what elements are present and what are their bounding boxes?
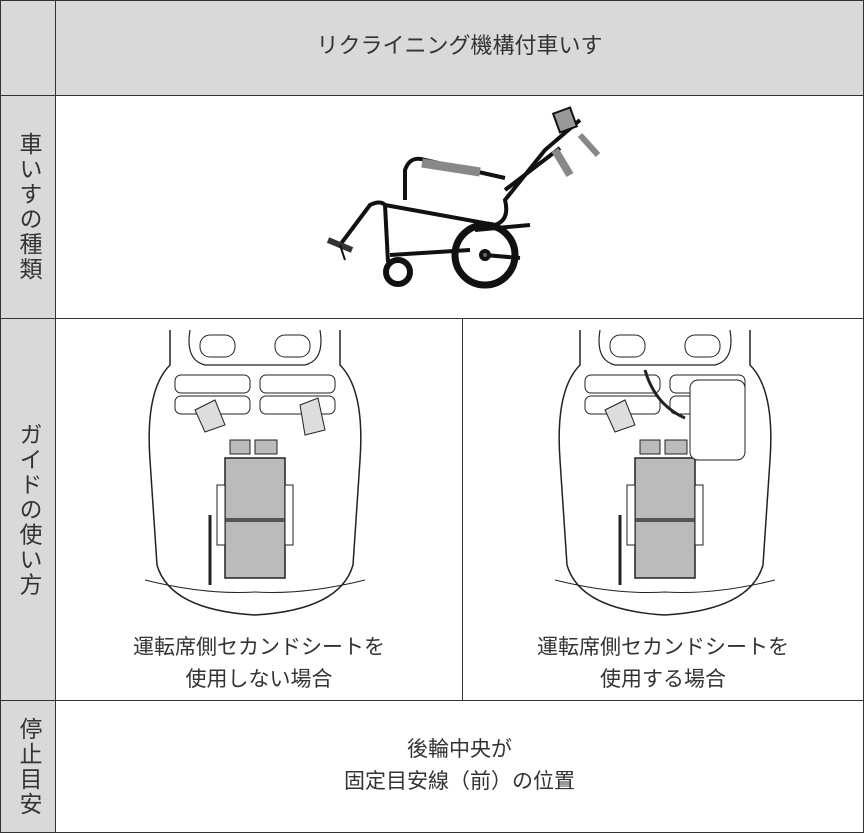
folded-seat: [689, 379, 746, 461]
row-label-cell: ガイドの使い方: [0, 318, 56, 701]
arrow: [643, 369, 686, 420]
header-cell: リクライニング機構付車いす: [55, 0, 864, 96]
stop-line: 後輪中央が: [407, 737, 512, 761]
header-title: リクライニング機構付車いす: [316, 34, 603, 59]
row-label: ガイドの使い方: [15, 422, 41, 597]
guide-cell: 運転席側セカンドシートを 使用する場合: [462, 318, 864, 701]
wheelchair-illustration: [326, 106, 601, 289]
stop-line: 固定目安線（前）の位置: [344, 769, 575, 793]
caption-line: 使用しない場合: [185, 667, 333, 691]
anchor-fittings: [194, 397, 326, 436]
row-label-cell: 停止目安: [0, 700, 56, 833]
corner-cell: [0, 0, 56, 96]
row-label: 車いすの種類: [15, 132, 41, 282]
row-label-cell: 車いすの種類: [0, 95, 56, 319]
caption-line: 運転席側セカンドシートを: [537, 635, 789, 659]
car-illustration: [553, 328, 777, 617]
caption: 運転席側セカンドシートを 使用しない場合: [56, 631, 462, 695]
row-label: 停止目安: [15, 716, 41, 817]
guide-cell: 運転席側セカンドシートを 使用しない場合: [55, 318, 463, 701]
caption-line: 使用する場合: [600, 667, 726, 691]
stop-text: 後輪中央が固定目安線（前）の位置: [56, 733, 863, 797]
car-illustration: [143, 328, 367, 617]
caption-line: 運転席側セカンドシートを: [133, 635, 385, 659]
caption: 運転席側セカンドシートを 使用する場合: [463, 631, 863, 695]
